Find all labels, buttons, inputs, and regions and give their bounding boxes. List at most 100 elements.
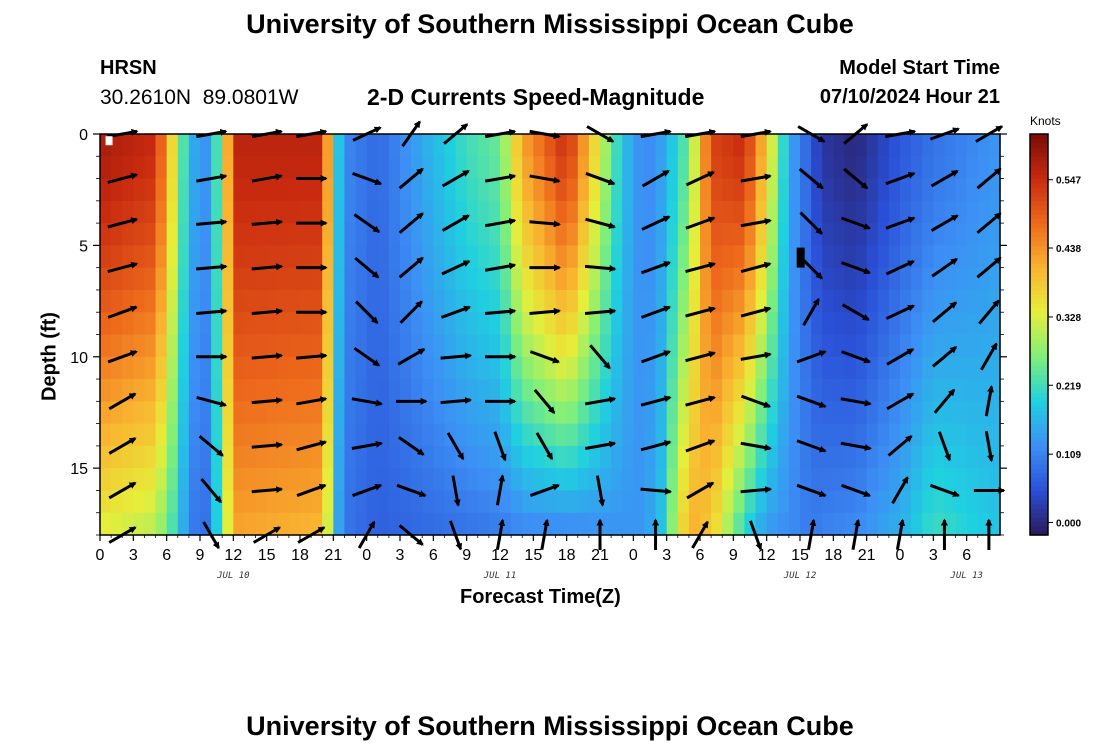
heatmap-cell: [488, 312, 501, 336]
heatmap-cell: [133, 445, 146, 469]
heatmap-cell: [444, 379, 457, 402]
heatmap-cell: [188, 134, 201, 157]
heatmap-cell: [166, 468, 179, 492]
colorbar-segment: [1030, 325, 1048, 331]
heatmap-cell: [888, 223, 901, 246]
heatmap-cell: [888, 468, 901, 492]
heatmap-cell: [588, 468, 601, 492]
colorbar-segment: [1030, 343, 1048, 349]
heatmap-cell: [488, 334, 501, 358]
heatmap-cell: [755, 312, 768, 336]
heatmap-cell: [711, 379, 723, 402]
heatmap-cell: [466, 178, 479, 202]
heatmap-cell: [377, 312, 390, 336]
heatmap-cells: [100, 134, 1001, 536]
heatmap-cell: [844, 223, 857, 246]
heatmap-cell: [388, 445, 401, 469]
heatmap-cell: [366, 178, 379, 202]
colorbar-segment: [1030, 428, 1048, 434]
heatmap-cell: [466, 445, 479, 469]
heatmap-cell: [222, 134, 234, 157]
heatmap-cell: [422, 223, 434, 246]
heatmap-cell: [866, 490, 879, 514]
heatmap-cell: [455, 134, 468, 157]
heatmap-cell: [622, 401, 634, 425]
x-tick-label: 6: [962, 547, 971, 564]
heatmap-cell: [188, 468, 201, 492]
heatmap-cell: [666, 512, 679, 536]
current-arrow: [529, 220, 561, 228]
colorbar-segment: [1030, 472, 1048, 478]
colorbar-segment: [1030, 236, 1048, 242]
heatmap-cell: [644, 178, 657, 202]
heatmap-cell: [744, 312, 757, 336]
heatmap-cell: [911, 423, 923, 447]
heatmap-cell: [111, 312, 123, 336]
heatmap-cell: [866, 423, 879, 447]
colorbar-segment: [1030, 142, 1048, 148]
heatmap-cell: [666, 401, 679, 425]
current-arrow: [641, 215, 671, 231]
heatmap-cell: [866, 200, 879, 224]
heatmap-cell: [600, 245, 612, 269]
heatmap-cell: [933, 245, 946, 269]
heatmap-cell: [144, 200, 157, 224]
heatmap-cell: [977, 200, 990, 224]
heatmap-cell: [255, 468, 268, 492]
heatmap-cell: [677, 134, 690, 157]
heatmap-cell: [555, 401, 568, 425]
current-arrow: [802, 297, 820, 326]
heatmap-cell: [877, 401, 890, 425]
heatmap-cell: [466, 401, 479, 425]
heatmap-cell: [311, 289, 323, 313]
current-arrow: [930, 169, 959, 188]
heatmap-cell: [722, 245, 734, 269]
heatmap-cell: [644, 245, 657, 269]
current-arrow: [796, 439, 827, 453]
current-arrow: [484, 307, 517, 316]
heatmap-cell: [466, 312, 479, 336]
heatmap-cell: [688, 423, 701, 447]
heatmap-cell: [288, 334, 301, 358]
heatmap-cell: [688, 445, 701, 469]
heatmap-cell: [511, 356, 523, 380]
date-label: JUL 12: [783, 571, 817, 581]
heatmap-cell: [244, 490, 257, 514]
heatmap-cell: [500, 490, 512, 514]
heatmap-cell: [288, 356, 301, 380]
heatmap-cell: [155, 156, 168, 180]
colorbar-segment: [1030, 512, 1048, 518]
heatmap-cell: [955, 223, 968, 246]
current-arrow: [584, 396, 617, 406]
heatmap-cell: [477, 223, 490, 246]
heatmap-cell: [277, 223, 290, 246]
heatmap-cell: [566, 134, 579, 157]
heatmap-cell: [488, 245, 501, 269]
heatmap-cell: [155, 401, 168, 425]
heatmap-cell: [866, 134, 879, 157]
current-arrow: [740, 218, 772, 228]
heatmap-cell: [522, 134, 534, 157]
heatmap-cell: [433, 267, 446, 291]
heatmap-cell: [544, 134, 557, 157]
heatmap-cell: [477, 468, 490, 492]
heatmap-cell: [933, 401, 946, 425]
heatmap-cell: [166, 156, 179, 180]
heatmap-cell: [744, 490, 757, 514]
heatmap-cell: [344, 200, 357, 224]
current-arrow: [396, 483, 427, 497]
current-arrow: [740, 351, 772, 361]
heatmap-cell: [588, 178, 601, 202]
colorbar-segment: [1030, 530, 1048, 536]
current-arrow: [931, 257, 958, 278]
heatmap-cell: [288, 379, 301, 402]
heatmap-cell: [388, 178, 401, 202]
heatmap-cell: [466, 245, 479, 269]
heatmap-cell: [800, 200, 812, 224]
heatmap-cell: [644, 423, 657, 447]
colorbar-segment: [1030, 227, 1048, 233]
heatmap-cell: [411, 468, 423, 492]
heatmap-cell: [533, 334, 546, 358]
heatmap-cell: [833, 223, 846, 246]
heatmap-cell: [722, 334, 734, 358]
